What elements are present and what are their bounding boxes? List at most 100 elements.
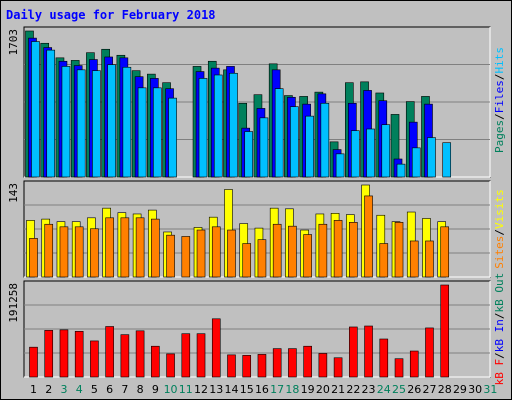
bar-hits-26 — [411, 147, 421, 178]
bar-sites-20 — [318, 223, 328, 278]
bar-hits-8 — [137, 87, 147, 178]
chart-title: Daily usage for February 2018 — [6, 8, 216, 22]
bar-kb-f-19 — [303, 345, 312, 378]
legend-entry: Files — [493, 80, 506, 113]
legend-entry: Sites — [493, 236, 506, 269]
x-tick-label: 14 — [224, 383, 238, 396]
bar-kb-f-24 — [379, 338, 389, 378]
x-tick-label: 21 — [331, 383, 345, 396]
bar-kb-f-23 — [364, 325, 373, 378]
x-tick-label: 25 — [392, 383, 406, 396]
legend: Pages/Files/Hits — [493, 47, 506, 153]
x-tick-label: 5 — [91, 383, 98, 396]
bar-kb-f-25 — [394, 358, 404, 378]
bar-kb-f-2 — [44, 330, 54, 378]
legend-entry: / — [493, 229, 506, 236]
x-tick-label: 1 — [30, 383, 37, 396]
bar-sites-15 — [242, 243, 252, 278]
bar-sites-5 — [90, 228, 99, 278]
x-tick-label: 18 — [285, 383, 299, 396]
bar-sites-28 — [440, 226, 450, 278]
x-tick-label: 16 — [255, 383, 269, 396]
bar-hits-7 — [122, 66, 132, 178]
x-tick-label: 30 — [468, 383, 482, 396]
y-max-label: 143 — [7, 183, 20, 203]
bar-hits-16 — [259, 117, 269, 178]
bar-kb-f-20 — [318, 353, 328, 378]
x-tick-label: 31 — [483, 383, 497, 396]
x-tick-label: 11 — [179, 383, 193, 396]
legend-entry: / — [493, 352, 506, 359]
bar-sites-17 — [272, 223, 282, 278]
bar-sites-9 — [151, 218, 160, 278]
bar-sites-27 — [425, 240, 434, 278]
legend: Sites/Visits — [493, 189, 506, 269]
bar-sites-13 — [211, 226, 221, 278]
legend-entry: kB In — [493, 319, 506, 352]
bar-sites-25 — [394, 222, 404, 278]
bar-kb-f-12 — [196, 333, 206, 378]
bar-kb-f-5 — [90, 340, 99, 378]
x-tick-label: 27 — [422, 383, 436, 396]
bar-kb-f-4 — [74, 331, 84, 378]
bar-sites-26 — [409, 240, 419, 278]
legend-entry: kB Out — [493, 273, 506, 313]
bar-sites-4 — [74, 226, 84, 278]
bar-kb-f-13 — [211, 318, 221, 378]
x-tick-label: 22 — [346, 383, 360, 396]
bar-kb-f-8 — [135, 330, 145, 378]
bar-kb-f-26 — [409, 350, 419, 378]
bar-sites-12 — [196, 229, 206, 278]
bar-hits-14 — [229, 72, 238, 178]
legend-entry: kB F — [493, 359, 506, 386]
bar-hits-25 — [396, 163, 406, 178]
bar-sites-19 — [303, 234, 312, 278]
series-hits — [31, 41, 452, 178]
bar-hits-5 — [92, 70, 101, 178]
bar-sites-24 — [379, 243, 389, 278]
x-tick-label: 23 — [362, 383, 376, 396]
panel-visits-sites: 143 Sites/Visits — [7, 180, 506, 278]
bar-hits-6 — [107, 64, 116, 178]
legend-entry: / — [493, 113, 506, 120]
x-tick-label: 8 — [137, 383, 144, 396]
bar-kb-f-28 — [440, 284, 450, 378]
x-tick-label: 15 — [240, 383, 254, 396]
bar-sites-2 — [44, 223, 54, 278]
bar-hits-24 — [381, 124, 391, 178]
bar-sites-1 — [29, 238, 38, 278]
bar-hits-3 — [61, 66, 71, 178]
x-tick-label: 29 — [453, 383, 467, 396]
x-tick-label: 17 — [270, 383, 284, 396]
x-tick-label: 4 — [76, 383, 83, 396]
bar-sites-6 — [105, 217, 114, 278]
bar-kb-f-15 — [242, 355, 252, 378]
chart-panels: 1703Pages/Files/Hits143Sites/Visits19125… — [7, 26, 506, 386]
bar-sites-16 — [257, 239, 267, 278]
bar-kb-f-17 — [272, 348, 282, 378]
legend: kB F/kB In/kB Out — [493, 273, 506, 386]
legend-entry: Visits — [493, 189, 506, 229]
bar-hits-15 — [244, 131, 254, 178]
x-tick-label: 7 — [121, 383, 128, 396]
legend-entry: / — [493, 312, 506, 319]
x-tick-label: 26 — [407, 383, 421, 396]
bar-sites-18 — [288, 225, 297, 278]
bar-hits-10 — [168, 97, 177, 178]
x-tick-label: 6 — [106, 383, 113, 396]
bar-hits-9 — [153, 87, 162, 178]
x-tick-label: 13 — [209, 383, 223, 396]
x-tick-label: 10 — [164, 383, 178, 396]
bar-sites-23 — [364, 195, 373, 278]
x-tick-label: 28 — [438, 383, 452, 396]
bar-kb-f-7 — [120, 334, 130, 378]
bar-sites-22 — [349, 222, 358, 278]
bar-hits-28 — [442, 142, 452, 178]
x-tick-label: 24 — [377, 383, 391, 396]
bar-hits-4 — [76, 69, 86, 178]
bar-hits-17 — [274, 88, 284, 178]
x-tick-label: 2 — [45, 383, 52, 396]
series-kb-f — [29, 284, 450, 378]
